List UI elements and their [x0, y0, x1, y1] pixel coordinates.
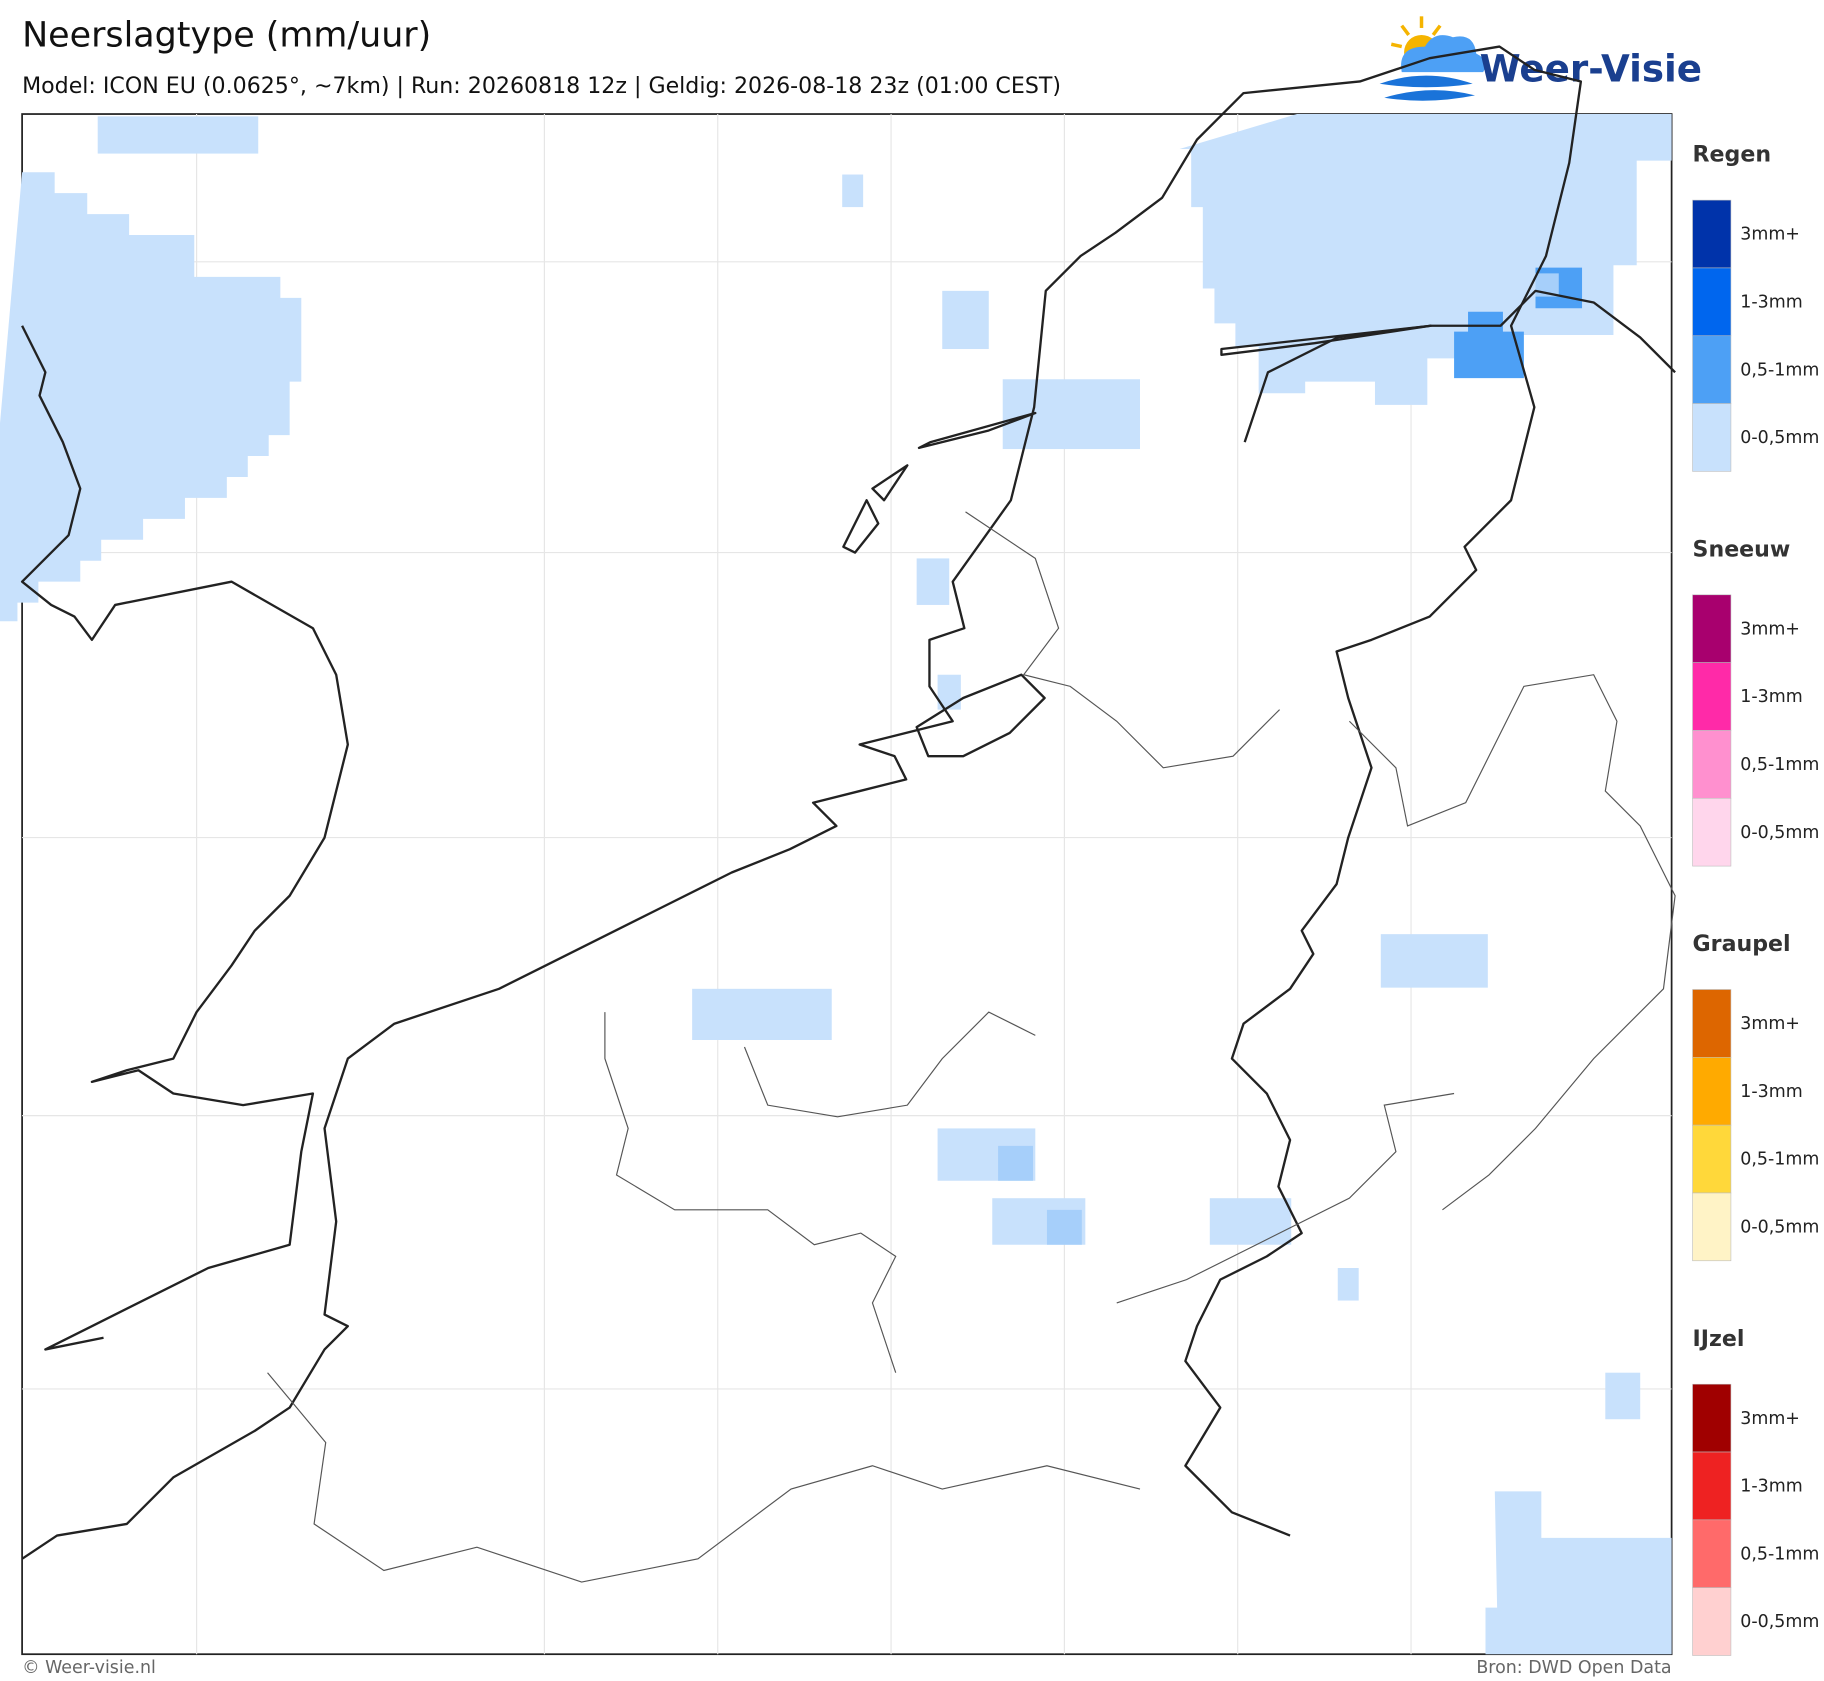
legend-label: 3mm+: [1740, 1014, 1800, 1034]
legend-swatch: [1692, 662, 1732, 731]
legend: Regen 3mm+ 1-3mm 0,5-1mm 0-0,5mm Sneeuw 3mm+ 1-…: [1692, 142, 1819, 1656]
legend-swatch: [1692, 1383, 1732, 1453]
legend-swatch: [1692, 730, 1732, 799]
legend-swatch: [1692, 1057, 1732, 1126]
legend-label: 1-3mm: [1740, 1477, 1802, 1497]
legend-swatch: [1692, 797, 1732, 867]
title: Neerslagtype (mm/uur): [22, 16, 431, 56]
legend-swatch: [1692, 199, 1732, 269]
legend-swatch: [1692, 267, 1732, 337]
legend-label: 0,5-1mm: [1740, 360, 1819, 380]
legend-swatch: [1692, 1451, 1732, 1521]
legend-group-title: Sneeuw: [1693, 536, 1791, 562]
legend-swatch: [1692, 1519, 1732, 1588]
logo-text: Weer-Visie: [1480, 46, 1702, 90]
legend-swatch: [1692, 1192, 1732, 1262]
legend-swatch: [1692, 403, 1732, 472]
legend-label: 1-3mm: [1740, 687, 1802, 707]
legend-label: 1-3mm: [1740, 292, 1802, 312]
legend-group-title: Regen: [1693, 142, 1772, 168]
legend-swatch: [1692, 335, 1732, 404]
legend-label: 0-0,5mm: [1740, 1218, 1819, 1238]
legend-label: 1-3mm: [1740, 1082, 1802, 1102]
footer-left: © Weer-visie.nl: [22, 1658, 156, 1678]
subtitle: Model: ICON EU (0.0625°, ~7km) | Run: 20…: [22, 73, 1061, 99]
legend-label: 0-0,5mm: [1740, 428, 1819, 448]
legend-label: 0-0,5mm: [1740, 823, 1819, 843]
legend-group-title: IJzel: [1693, 1326, 1745, 1352]
legend-swatch: [1692, 594, 1732, 663]
legend-label: 0,5-1mm: [1740, 1544, 1819, 1564]
legend-label: 0,5-1mm: [1740, 755, 1819, 775]
legend-swatch: [1692, 1124, 1732, 1194]
map: [0, 45, 1676, 1656]
legend-label: 0,5-1mm: [1740, 1150, 1819, 1170]
legend-swatch: [1692, 989, 1732, 1058]
logo: Weer-Visie: [1379, 16, 1702, 101]
legend-label: 3mm+: [1740, 1409, 1800, 1429]
legend-label: 3mm+: [1740, 225, 1800, 245]
legend-swatch: [1692, 1587, 1732, 1656]
legend-label: 0-0,5mm: [1740, 1612, 1819, 1632]
legend-label: 3mm+: [1740, 619, 1800, 639]
legend-group-title: Graupel: [1693, 931, 1791, 957]
footer-right: Bron: DWD Open Data: [1476, 1658, 1671, 1678]
